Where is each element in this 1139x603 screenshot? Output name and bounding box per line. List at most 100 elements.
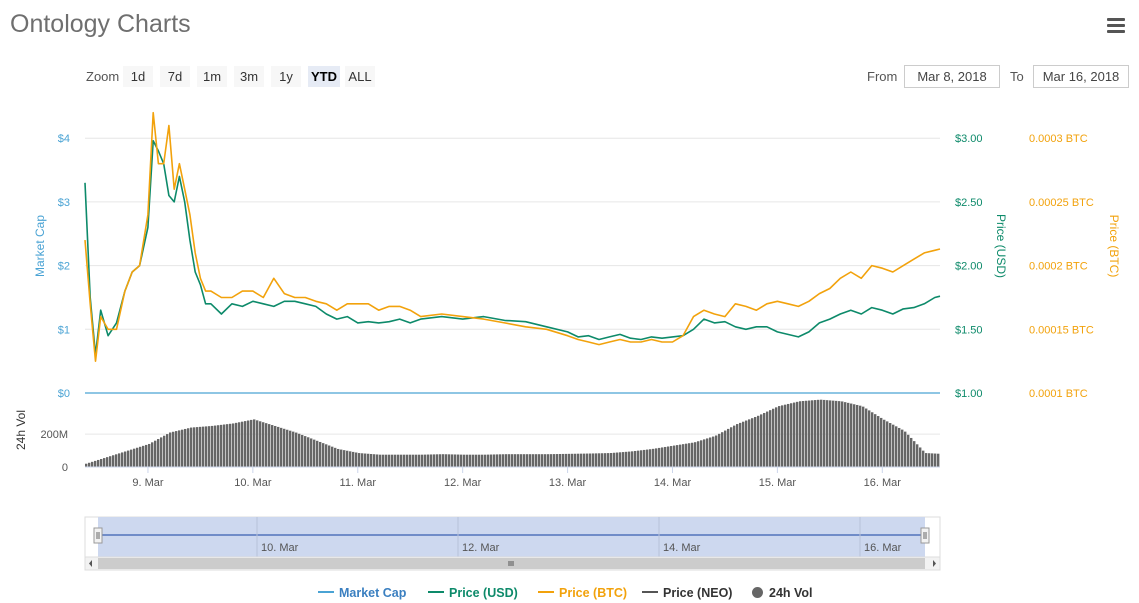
navigator-selection: [98, 517, 925, 557]
volume-bar: [880, 417, 883, 467]
volume-bar: [148, 443, 151, 467]
volume-bar: [259, 421, 262, 467]
volume-bar: [643, 449, 646, 467]
volume-bar: [583, 453, 586, 467]
volume-bar: [367, 453, 370, 467]
volume-bar: [103, 458, 106, 467]
volume-bar: [829, 400, 832, 467]
volume-bar: [742, 421, 745, 467]
volume-bar: [745, 420, 748, 467]
navigator-left-handle[interactable]: [93, 527, 103, 544]
volume-bar: [526, 454, 529, 467]
volume-bar: [838, 401, 841, 467]
zoom-1y-button[interactable]: 1y: [271, 66, 301, 87]
volume-bar: [196, 427, 199, 467]
volume-bar: [448, 454, 451, 467]
volume-bar: [760, 414, 763, 467]
volume-bar: [805, 400, 808, 467]
volume-bar: [199, 426, 202, 467]
volume-bar: [691, 442, 694, 467]
volume-bar: [496, 454, 499, 467]
legend-line-icon: [538, 591, 554, 593]
volume-bar: [403, 454, 406, 467]
navigator-tick-label: 10. Mar: [261, 542, 299, 554]
from-date-input[interactable]: Mar 8, 2018: [904, 65, 1000, 88]
zoom-1m-button[interactable]: 1m: [197, 66, 227, 87]
volume-bar: [445, 454, 448, 467]
volume-bar: [136, 447, 139, 467]
volume-bar: [124, 451, 127, 467]
volume-bar: [670, 446, 673, 467]
price-usd-tick-label: $2.00: [955, 261, 983, 273]
volume-bar: [718, 433, 721, 467]
volume-bar: [370, 453, 373, 467]
to-date-input[interactable]: Mar 16, 2018: [1033, 65, 1129, 88]
volume-bar: [550, 454, 553, 467]
volume-bar: [475, 454, 478, 467]
volume-bar: [703, 439, 706, 467]
volume-bar: [298, 433, 301, 467]
price-btc-tick-label: 0.00025 BTC: [1029, 197, 1094, 209]
legend-item-24h-vol[interactable]: 24h Vol: [752, 586, 813, 600]
zoom-label: Zoom: [86, 69, 120, 84]
navigator-right-handle[interactable]: [920, 527, 930, 544]
volume-bar: [397, 454, 400, 467]
volume-bar: [436, 454, 439, 467]
market-cap-tick-label: $0: [58, 388, 70, 400]
price-usd-tick-label: $1.00: [955, 388, 983, 400]
volume-bar: [433, 454, 436, 467]
volume-bar: [784, 404, 787, 467]
volume-bar: [355, 452, 358, 467]
legend-item-price-usd[interactable]: Price (USD): [428, 586, 518, 600]
volume-bar: [256, 420, 259, 467]
volume-axis-label: 24h Vol: [14, 410, 28, 450]
menu-icon[interactable]: [1107, 18, 1125, 36]
legend-item-market-cap[interactable]: Market Cap: [318, 586, 406, 600]
volume-bar: [559, 453, 562, 467]
x-tick-label: 10. Mar: [234, 477, 272, 489]
volume-bar: [868, 410, 871, 467]
volume-bar: [892, 424, 895, 467]
volume-bar: [664, 446, 667, 467]
volume-bar: [553, 454, 556, 467]
volume-bar: [361, 453, 364, 467]
volume-bar: [220, 424, 223, 467]
zoom-7d-button[interactable]: 7d: [160, 66, 190, 87]
volume-bar: [154, 440, 157, 467]
volume-bar: [139, 446, 142, 467]
volume-bar: [649, 449, 652, 467]
volume-bar: [187, 428, 190, 467]
volume-bar: [424, 454, 427, 467]
volume-bar: [661, 447, 664, 467]
volume-bar: [457, 454, 460, 467]
volume-bar: [88, 462, 91, 467]
volume-bar: [916, 444, 919, 467]
volume-bar: [268, 424, 271, 467]
market-cap-tick-label: $1: [58, 324, 70, 336]
volume-bar: [313, 439, 316, 467]
zoom-ytd-button[interactable]: YTD: [308, 66, 340, 87]
volume-bar: [319, 441, 322, 467]
volume-bar: [601, 453, 604, 467]
volume-bar: [820, 399, 823, 467]
volume-bar: [928, 453, 931, 467]
volume-bar: [775, 407, 778, 467]
volume-bar: [919, 447, 922, 467]
legend-item-price-btc[interactable]: Price (BTC): [538, 586, 627, 600]
volume-bar: [169, 432, 172, 467]
volume-bar: [334, 447, 337, 467]
zoom-1d-button[interactable]: 1d: [123, 66, 153, 87]
volume-bar: [418, 454, 421, 467]
volume-bar: [160, 437, 163, 467]
volume-bar: [724, 430, 727, 467]
volume-bar: [817, 399, 820, 467]
volume-bar: [589, 453, 592, 467]
volume-bar: [193, 427, 196, 467]
zoom-all-button[interactable]: ALL: [345, 66, 375, 87]
volume-bar: [304, 436, 307, 467]
legend-item-price-neo[interactable]: Price (NEO): [642, 586, 732, 600]
volume-bar: [382, 454, 385, 467]
zoom-3m-button[interactable]: 3m: [234, 66, 264, 87]
volume-bar: [874, 414, 877, 467]
legend-line-icon: [428, 591, 444, 593]
